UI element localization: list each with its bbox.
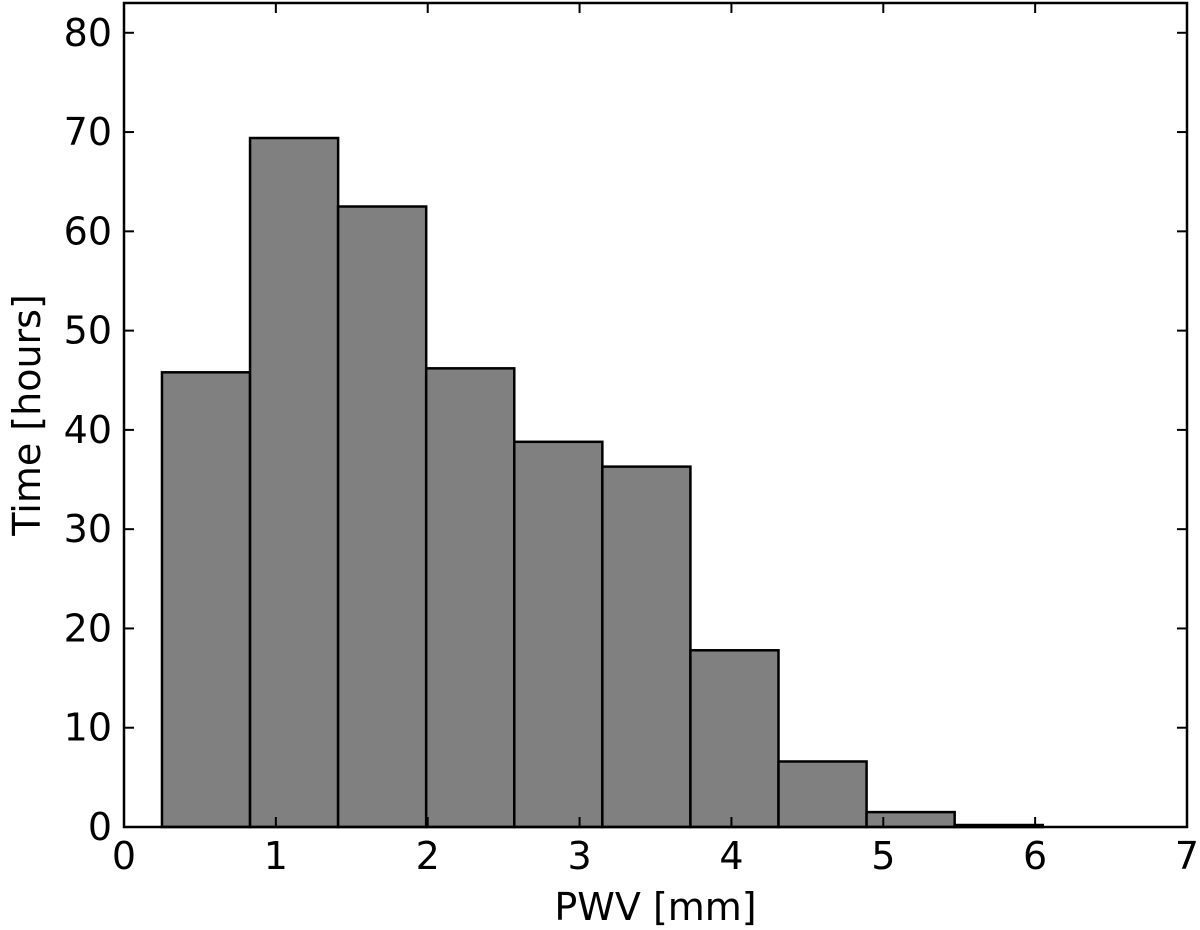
histogram-bar	[336, 205, 428, 829]
plot-frame	[122, 1, 1189, 829]
x-tick-label: 0	[112, 834, 136, 878]
x-tick-label: 6	[1023, 834, 1047, 878]
y-tick-label: 40	[64, 408, 112, 452]
x-tick-label: 4	[719, 834, 743, 878]
histogram-bar	[513, 440, 604, 829]
histogram-bar	[601, 465, 692, 829]
histogram-bar	[689, 649, 780, 829]
y-tick-label: 20	[64, 606, 112, 650]
y-tick-label: 10	[64, 706, 112, 750]
bars-group	[160, 136, 1044, 829]
x-tick-label: 7	[1175, 834, 1199, 878]
y-axis-label: Time [hours]	[5, 294, 49, 537]
x-axis-label: PWV [mm]	[554, 885, 756, 929]
x-tick-label: 2	[416, 834, 440, 878]
histogram-bar	[865, 810, 956, 829]
y-tick-label: 80	[64, 11, 112, 55]
x-tick-label: 1	[264, 834, 288, 878]
y-tick-label: 70	[64, 110, 112, 154]
x-tick-label: 5	[871, 834, 895, 878]
histogram-bar	[248, 136, 340, 829]
histogram-bar	[160, 371, 252, 829]
y-tick-label: 30	[64, 507, 112, 551]
x-tick-label: 3	[567, 834, 591, 878]
y-axis: 0 10 20 30 40 50 60 70 80	[64, 11, 1187, 849]
histogram-bar	[424, 367, 516, 829]
y-tick-label: 60	[64, 209, 112, 253]
x-axis: 0 1 2 3 4 5 6 7	[112, 3, 1199, 878]
y-tick-label: 0	[88, 805, 112, 849]
y-tick-label: 50	[64, 309, 112, 353]
histogram-bar	[777, 760, 868, 829]
